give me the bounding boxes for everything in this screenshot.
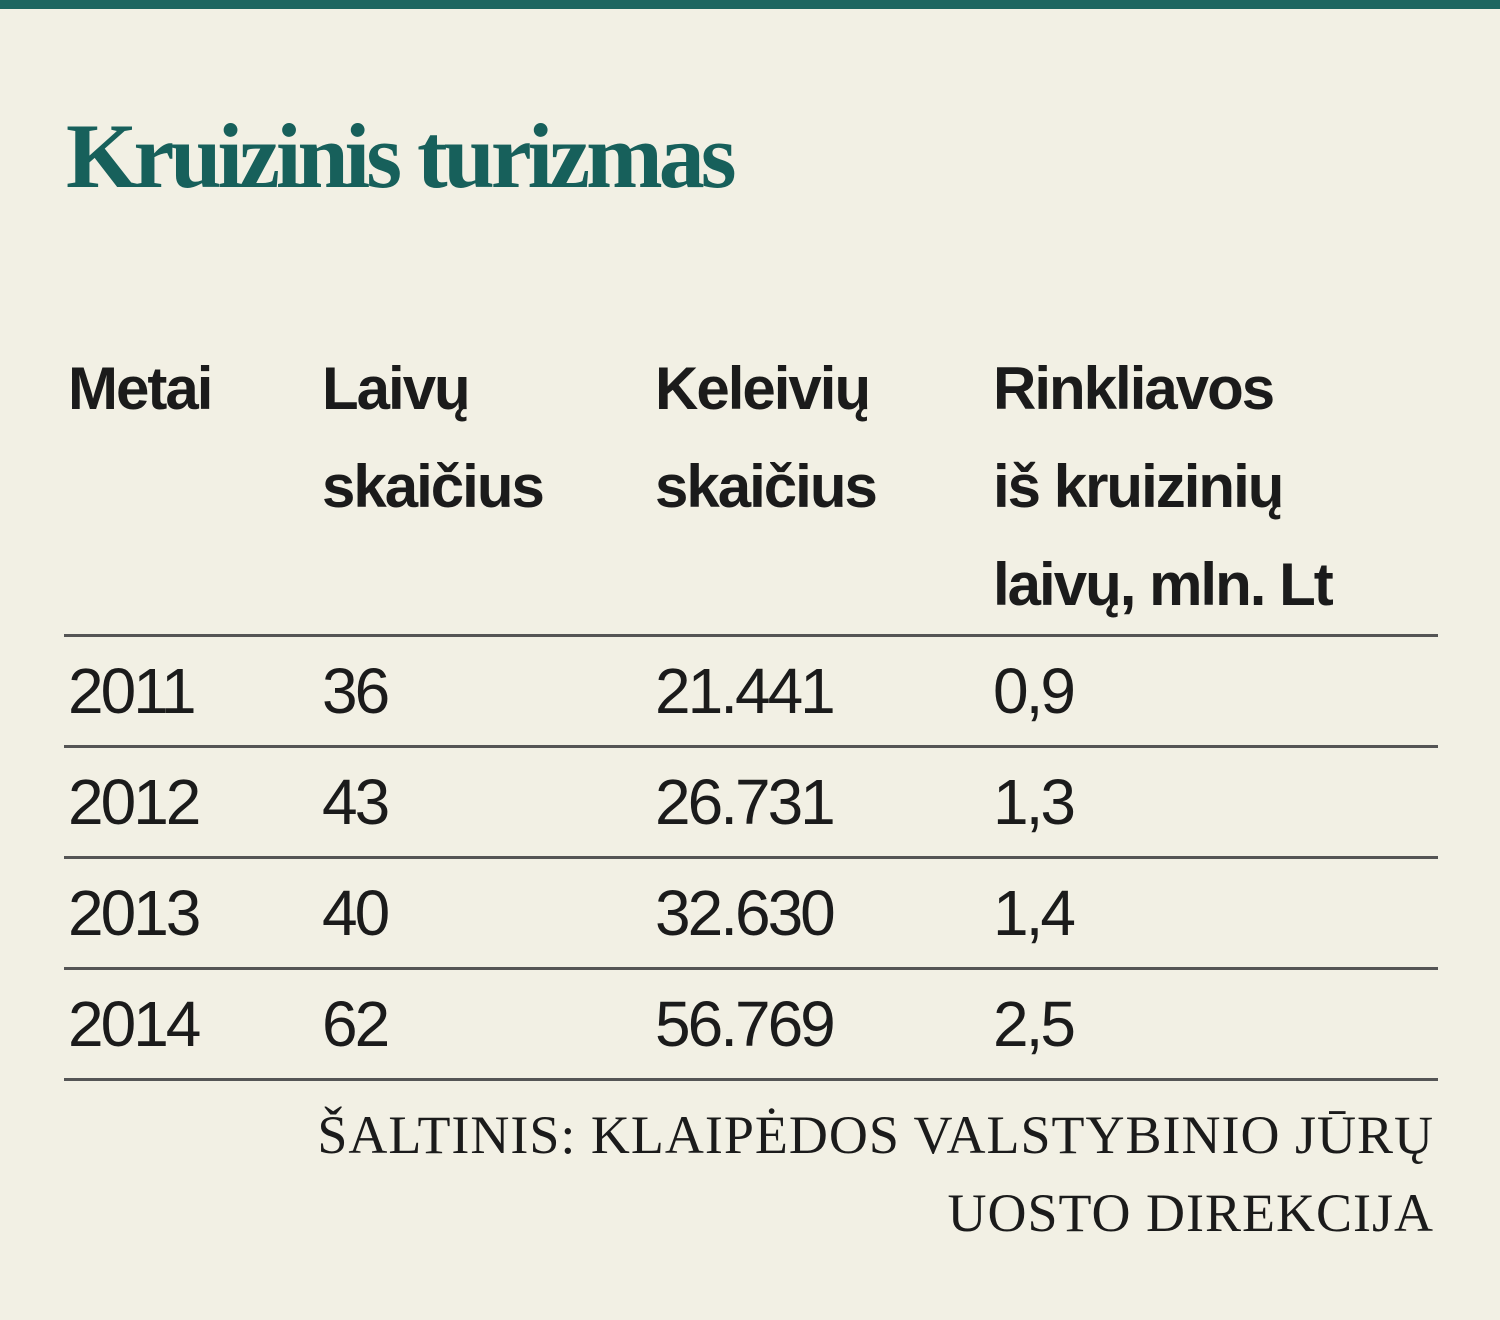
table-cell: 0,9: [993, 655, 1076, 727]
table: Metai Laivų skaičius Keleivių skaičius Rinkli…: [64, 350, 1438, 1081]
source: ŠALTINIS: KLAIPĖDOS VALSTYBINIO JŪRŲ UOST…: [317, 1096, 1434, 1252]
table-cell: 40: [322, 877, 390, 949]
table-cell: 26.731: [655, 766, 836, 838]
source-line: ŠALTINIS: KLAIPĖDOS VALSTYBINIO JŪRŲ: [317, 1105, 1434, 1165]
table-cell: 2012: [68, 766, 201, 838]
header-line: Rinkliavos: [993, 355, 1275, 422]
header-cell: Rinkliavos iš kruizinių laivų, mln. Lt: [993, 340, 1334, 634]
table-row: 2013 40 32.630 1,4: [64, 859, 1438, 970]
table-cell: 62: [322, 988, 390, 1060]
header-line: skaičius: [322, 453, 545, 520]
table-cell: 2013: [68, 877, 201, 949]
header-line: Laivų: [322, 355, 471, 422]
header-cell: Keleivių skaičius: [655, 340, 878, 536]
table-cell: 56.769: [655, 988, 836, 1060]
header-line: iš kruizinių: [993, 453, 1284, 520]
table-cell: 36: [322, 655, 390, 727]
table-cell: 2014: [68, 988, 201, 1060]
header-line: Metai: [68, 355, 213, 422]
header-line: Keleivių: [655, 355, 871, 422]
table-cell: 32.630: [655, 877, 836, 949]
header-line: laivų, mln. Lt: [993, 551, 1334, 618]
header-cell: Laivų skaičius: [322, 340, 545, 536]
table-cell: 2011: [68, 655, 197, 727]
header-row: Metai Laivų skaičius Keleivių skaičius Rinkli…: [64, 350, 1438, 637]
table-row: 2012 43 26.731 1,3: [64, 748, 1438, 859]
header-line: skaičius: [655, 453, 878, 520]
table-cell: 1,3: [993, 766, 1076, 838]
title: Kruizinis turizmas: [66, 105, 737, 207]
table-cell: 21.441: [655, 655, 836, 727]
top-bar: [0, 0, 1500, 9]
source-line: UOSTO DIREKCIJA: [947, 1183, 1434, 1243]
table-cell: 1,4: [993, 877, 1076, 949]
header-cell: Metai: [68, 340, 213, 438]
table-row: 2011 36 21.441 0,9: [64, 637, 1438, 748]
table-row: 2014 62 56.769 2,5: [64, 970, 1438, 1081]
table-cell: 2,5: [993, 988, 1076, 1060]
table-cell: 43: [322, 766, 390, 838]
